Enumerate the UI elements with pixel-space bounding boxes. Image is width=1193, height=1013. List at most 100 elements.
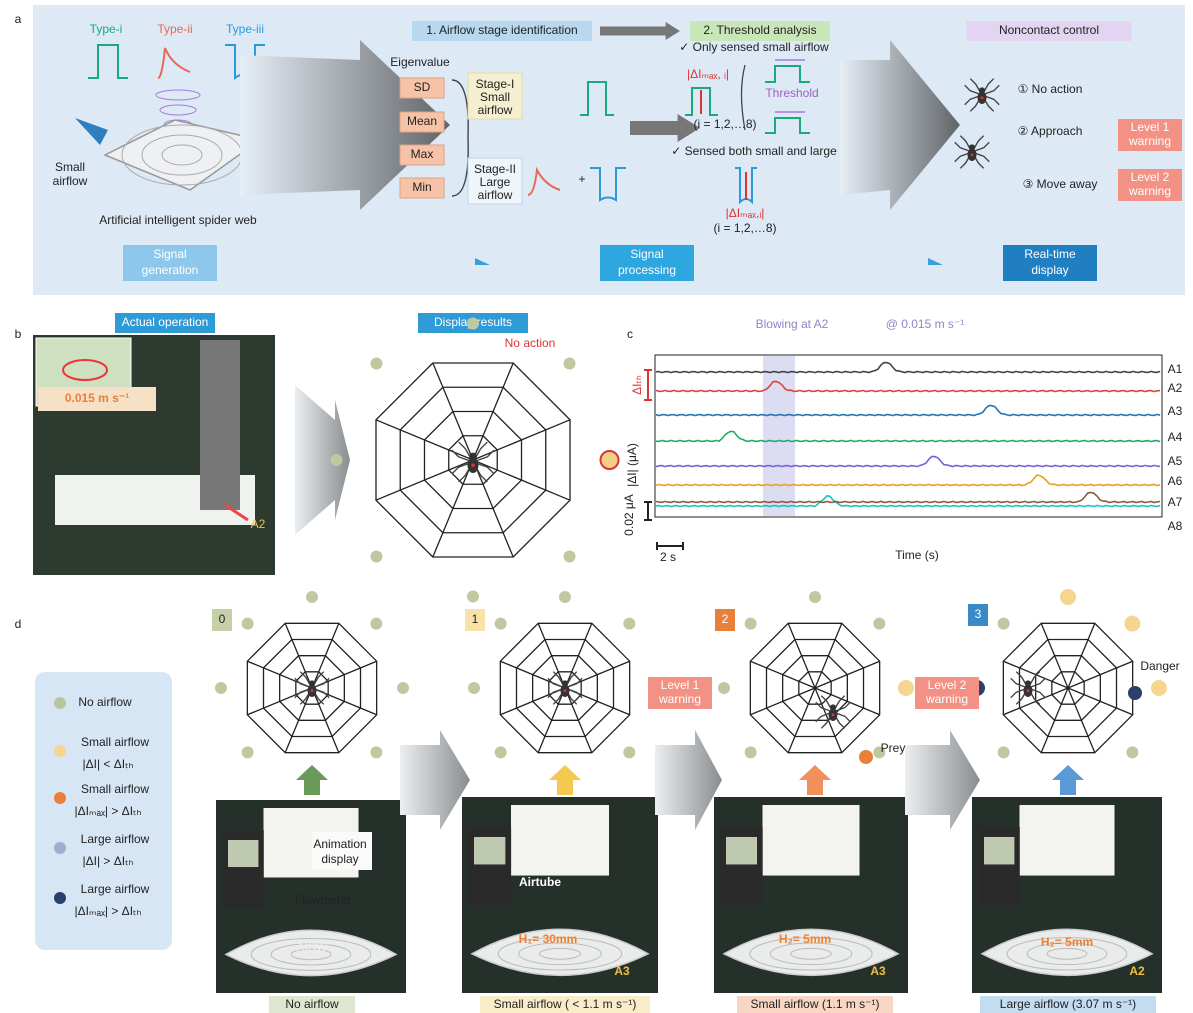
sensor-dot	[494, 746, 507, 759]
scale-bar	[656, 542, 684, 550]
label: Noncontact control	[999, 23, 1099, 37]
label: Level 1	[661, 678, 700, 692]
sensor-dot	[997, 617, 1010, 630]
eigen-box	[399, 77, 445, 99]
spider-mark	[831, 713, 835, 717]
web-spoke	[1003, 687, 1069, 716]
sensor-dot	[873, 746, 886, 759]
sensor-dot	[467, 590, 479, 603]
stage-box	[467, 72, 523, 120]
label: 0.02 μA	[622, 494, 636, 536]
sensor-dot	[599, 450, 620, 470]
airflow-ring	[159, 104, 197, 116]
sensor-dot	[370, 550, 383, 563]
web-model-ring	[1006, 937, 1128, 971]
header-box	[690, 21, 830, 41]
label: H₁= 30mm	[519, 932, 578, 946]
spider-mark	[563, 689, 567, 693]
label: display	[1031, 263, 1068, 277]
sensor-dot	[215, 682, 227, 694]
arrow	[400, 730, 470, 830]
web-spoke	[375, 419, 474, 461]
legend-dot	[54, 842, 66, 854]
web-spoke	[564, 623, 593, 689]
web-spoke	[311, 687, 340, 753]
label: Large airflow (3.07 m s⁻¹)	[1000, 997, 1136, 1011]
threshold-bar	[644, 369, 652, 401]
label: ✓ Only sensed small airflow	[679, 40, 829, 54]
label: warning	[1128, 134, 1171, 148]
web-spoke	[375, 459, 474, 501]
header-box	[966, 21, 1132, 41]
label: processing	[618, 263, 676, 277]
label: Danger	[1140, 659, 1179, 673]
legend-dot	[54, 745, 66, 757]
label: Large airflow	[81, 832, 150, 846]
label: |ΔIₘₐₓ,ᵢ|	[726, 206, 765, 220]
label: |ΔI| (μA)	[625, 443, 639, 487]
label: (i = 1,2,…8)	[693, 117, 756, 131]
label: warning	[925, 692, 968, 706]
signal	[527, 166, 561, 196]
label: Type-ii	[157, 22, 192, 36]
web-model-ring	[769, 942, 853, 966]
label: Animation	[313, 837, 366, 851]
label: |ΔIₘₐₓ| > ΔIₜₕ	[75, 804, 142, 818]
arrow	[295, 385, 350, 535]
threshold-line	[775, 59, 805, 113]
spider-head	[1024, 680, 1032, 687]
sensor-dot	[809, 591, 821, 603]
level-box	[715, 609, 735, 631]
signal	[685, 87, 718, 116]
label: Prey	[881, 741, 906, 755]
label: 0	[219, 612, 226, 626]
label: Airtube	[519, 875, 561, 889]
label: display	[321, 852, 358, 866]
web-model-ring	[290, 948, 332, 961]
legend-dot	[54, 792, 66, 804]
sensor-dot	[370, 357, 383, 370]
sensor-dot	[467, 317, 479, 330]
web-model-ring	[270, 943, 352, 966]
label: Min	[412, 180, 431, 194]
label: Actual operation	[122, 315, 209, 329]
step-button	[600, 245, 694, 281]
spider-head	[561, 680, 569, 687]
label: warning	[1128, 184, 1171, 198]
signal	[580, 81, 614, 116]
web-spoke	[814, 687, 880, 716]
brace	[740, 64, 746, 131]
label: Stage-I	[476, 77, 515, 91]
web-spoke	[472, 459, 514, 558]
spider-leg	[832, 701, 851, 713]
trace	[655, 474, 1161, 487]
label-box	[312, 832, 372, 870]
web-spoke	[750, 687, 816, 716]
web-spoke	[1067, 687, 1096, 753]
spider-mark	[310, 689, 314, 693]
spider-leg	[564, 677, 583, 689]
sensor-dot	[559, 591, 571, 603]
web-model	[722, 928, 900, 977]
label: warning	[658, 692, 701, 706]
label: ③ Move away	[1023, 177, 1098, 191]
label: Type-iii	[226, 22, 264, 36]
label: A1	[1168, 362, 1183, 376]
label: Level 2	[1131, 170, 1170, 184]
label: A5	[1168, 454, 1183, 468]
spider-leg	[971, 141, 990, 153]
sensor-dot	[623, 617, 636, 630]
arrow	[905, 730, 980, 830]
label: Small airflow	[81, 782, 149, 796]
label: H₂= 5mm	[1041, 935, 1093, 949]
label: airflow	[478, 103, 513, 117]
web-spoke	[284, 687, 313, 753]
header-box	[115, 313, 215, 333]
highlight	[62, 359, 108, 381]
web-model-ring	[497, 937, 623, 971]
label: 1	[472, 612, 479, 626]
web-model-ring	[1046, 947, 1088, 960]
label: Blowing at A2	[756, 317, 829, 331]
eigen-box	[399, 177, 445, 199]
label: Large airflow	[81, 882, 150, 896]
